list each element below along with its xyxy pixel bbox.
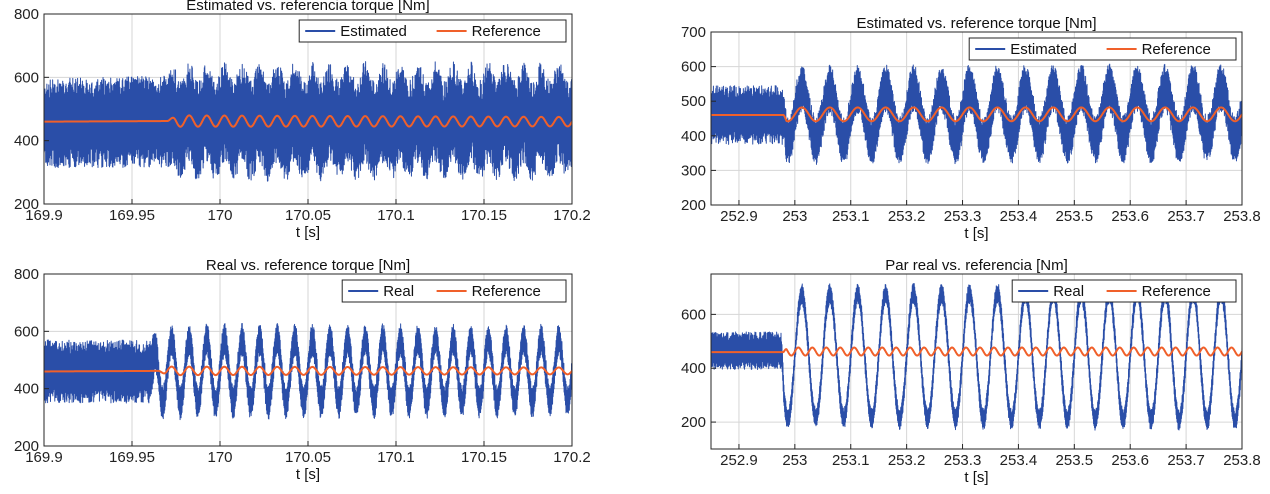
y-tick-label: 600 <box>681 59 706 76</box>
legend-label: Reference <box>1142 41 1211 58</box>
chart-par-real-vs-referencia: 252.9 253 253.1 253.2 253.3 253.4 253.5 253.6 25… <box>635 247 1270 494</box>
x-tick-label: 253.8 <box>1223 452 1261 469</box>
y-tick-label: 500 <box>681 93 706 110</box>
chart-estimated-vs-reference: 252.9 253 253.1 253.2 253.3 253.4 253.5 253.6 25… <box>635 0 1270 247</box>
x-tick-label: 169.9 <box>25 449 63 466</box>
x-tick-label: 253.4 <box>1000 452 1038 469</box>
chart-title: Par real vs. referencia [Nm] <box>885 257 1068 274</box>
x-axis-label: t [s] <box>296 224 320 241</box>
x-tick-label: 253.6 <box>1111 208 1149 225</box>
y-tick-label: 700 <box>681 24 706 41</box>
legend-label: Reference <box>1142 283 1211 300</box>
chart-title: Estimated vs. reference torque [Nm] <box>856 15 1096 32</box>
x-tick-label: 170.15 <box>461 449 507 466</box>
chart-svg: 169.9 169.95 170 170.05 170.1 170.15 170.2 200 4… <box>14 0 591 241</box>
x-tick-label: 170.15 <box>461 207 507 224</box>
x-tick-label: 170.1 <box>377 449 415 466</box>
x-tick-label: 170.1 <box>377 207 415 224</box>
x-axis-label: t [s] <box>296 466 320 483</box>
x-tick-label: 253.7 <box>1167 452 1205 469</box>
y-tick-label: 400 <box>681 360 706 377</box>
x-tick-label: 253 <box>782 208 807 225</box>
legend-label: Estimated <box>340 23 407 40</box>
y-tick-label: 400 <box>681 128 706 145</box>
x-tick-label: 170.05 <box>285 449 331 466</box>
legend: Estimated Reference <box>968 37 1237 61</box>
x-tick-label: 253.3 <box>944 452 982 469</box>
axis-box <box>710 273 1243 450</box>
x-tick-label: 253.8 <box>1223 208 1261 225</box>
x-tick-label: 170.05 <box>285 207 331 224</box>
chart-svg: 169.9 169.95 170 170.05 170.1 170.15 170.2 200 4… <box>14 257 591 483</box>
x-tick-label: 169.9 <box>25 207 63 224</box>
chart-real-vs-reference: 169.9 169.95 170 170.05 170.1 170.15 170.2 200 4… <box>0 247 635 494</box>
y-tick-label: 200 <box>681 197 706 214</box>
y-tick-label: 600 <box>14 323 39 340</box>
legend-label: Estimated <box>1010 41 1077 58</box>
x-axis-label: t [s] <box>964 225 988 242</box>
series-line-real <box>44 323 572 421</box>
y-tick-label: 600 <box>14 69 39 86</box>
axis-box <box>710 31 1243 206</box>
y-tick-label: 200 <box>681 414 706 431</box>
legend-label: Reference <box>472 283 541 300</box>
legend: Estimated Reference <box>298 19 567 43</box>
x-tick-label: 253.4 <box>1000 208 1038 225</box>
x-tick-label: 253.3 <box>944 208 982 225</box>
chart-title: Estimated vs. referencia torque [Nm] <box>186 0 429 14</box>
y-tick-label: 400 <box>14 133 39 150</box>
chart-title: Real vs. reference torque [Nm] <box>206 257 410 274</box>
chart-svg: 252.9 253 253.1 253.2 253.3 253.4 253.5 253.6 25… <box>681 15 1261 242</box>
x-tick-label: 253.7 <box>1167 208 1205 225</box>
x-tick-label: 253.2 <box>888 208 926 225</box>
x-tick-label: 253.1 <box>832 208 870 225</box>
x-tick-label: 253.1 <box>832 452 870 469</box>
x-tick-label: 169.95 <box>109 207 155 224</box>
x-tick-label: 252.9 <box>720 208 758 225</box>
legend: Real Reference <box>1011 279 1237 303</box>
y-tick-label: 300 <box>681 162 706 179</box>
x-tick-label: 253.6 <box>1111 452 1149 469</box>
legend-label: Real <box>383 283 414 300</box>
chart-svg: 252.9 253 253.1 253.2 253.3 253.4 253.5 253.6 25… <box>681 257 1261 486</box>
x-axis-label: t [s] <box>964 469 988 486</box>
legend-label: Reference <box>472 23 541 40</box>
series-line-reference <box>44 114 572 128</box>
x-tick-label: 170 <box>207 207 232 224</box>
series-line-reference <box>711 346 1242 357</box>
y-tick-label: 400 <box>14 381 39 398</box>
series-line-reference <box>711 106 1242 123</box>
legend: Real Reference <box>341 279 567 303</box>
x-tick-label: 253 <box>782 452 807 469</box>
x-tick-label: 252.9 <box>720 452 758 469</box>
x-tick-label: 170.2 <box>553 449 591 466</box>
series-line-real <box>711 280 1242 431</box>
y-tick-label: 800 <box>14 6 39 23</box>
series-line-reference <box>44 365 572 377</box>
y-tick-label: 200 <box>14 196 39 213</box>
x-tick-label: 253.5 <box>1056 208 1094 225</box>
x-tick-label: 169.95 <box>109 449 155 466</box>
chart-estimated-vs-referencia: 169.9 169.95 170 170.05 170.1 170.15 170.2 200 4… <box>0 0 635 247</box>
x-tick-label: 170.2 <box>553 207 591 224</box>
y-tick-label: 600 <box>681 306 706 323</box>
x-tick-label: 170 <box>207 449 232 466</box>
x-tick-label: 253.5 <box>1056 452 1094 469</box>
legend-label: Real <box>1053 283 1084 300</box>
series-line-estimated <box>44 61 572 182</box>
y-tick-label: 200 <box>14 438 39 455</box>
series-line-estimated <box>711 63 1242 165</box>
y-tick-label: 800 <box>14 266 39 283</box>
x-tick-label: 253.2 <box>888 452 926 469</box>
